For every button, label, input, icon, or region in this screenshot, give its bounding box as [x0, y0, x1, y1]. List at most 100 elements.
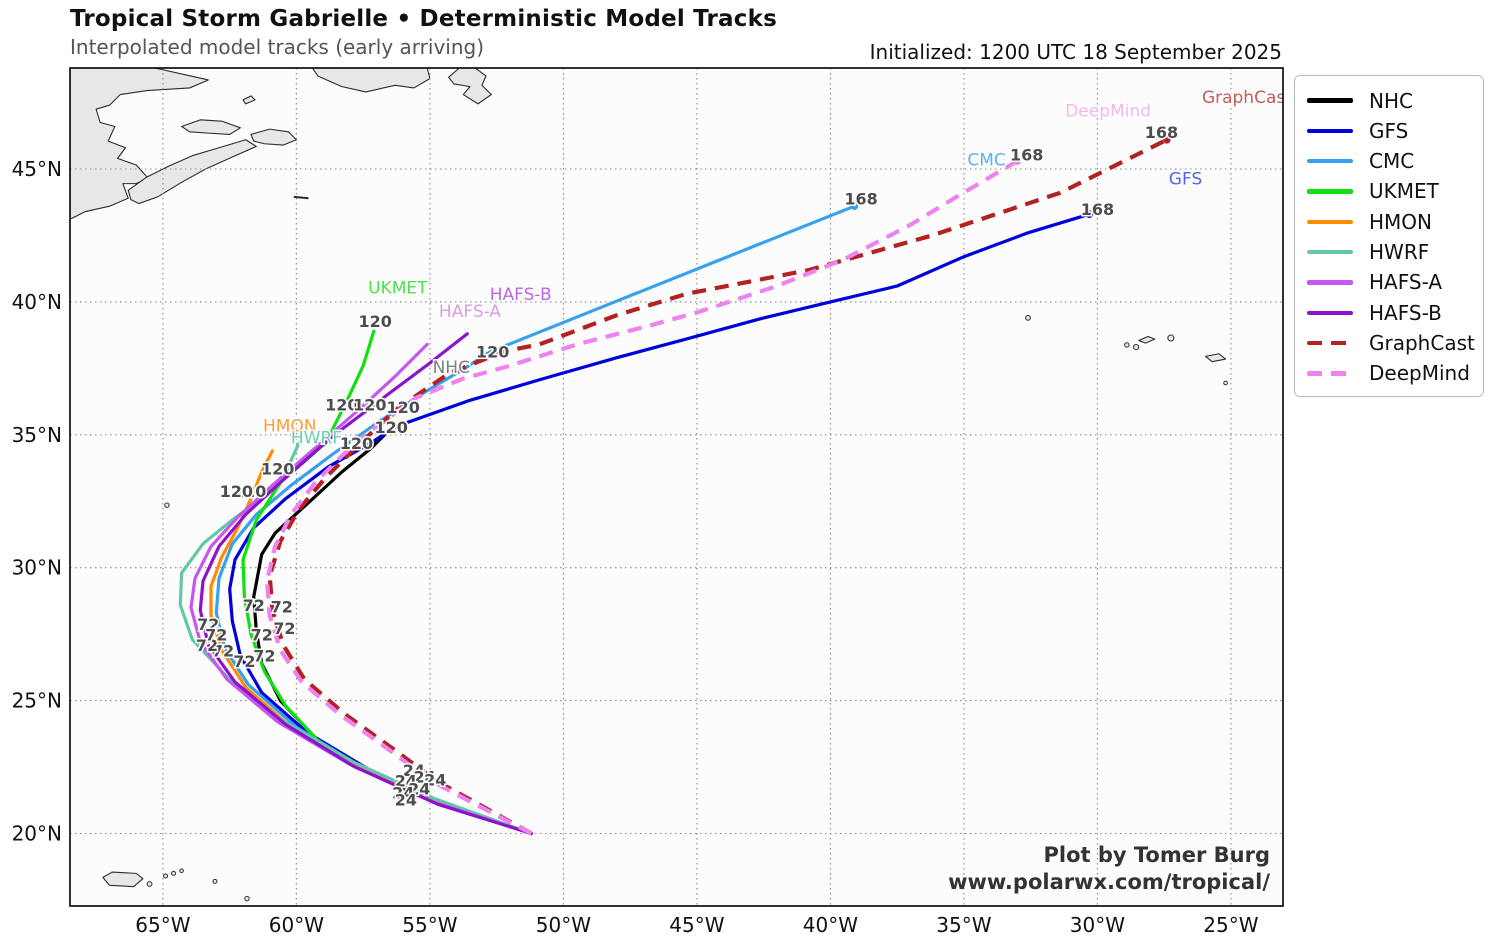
- hour-label-HWRF-120: 120: [220, 482, 253, 501]
- hour-label-GraphCast-168: 168: [1145, 123, 1178, 142]
- legend-item-graphcast: GraphCast: [1307, 329, 1477, 358]
- legend: NHC GFS CMC UKMET HMON HWRF HAFS-A HAFS-B GraphC…: [1294, 75, 1484, 397]
- hour-label-HMON-72: 72: [212, 641, 234, 660]
- land-azores-santa-maria: [1223, 380, 1228, 386]
- hour-label-GFS-120: 120: [374, 418, 407, 437]
- legend-label-graphcast: GraphCast: [1369, 331, 1475, 356]
- legend-label-hmon: HMON: [1369, 209, 1432, 234]
- legend-swatch-hafs-a: [1307, 280, 1353, 285]
- legend-label-cmc: CMC: [1369, 149, 1415, 174]
- model-label-CMC: CMC: [967, 151, 1005, 171]
- y-tick-label: 20°N: [12, 822, 62, 846]
- legend-swatch-hmon: [1307, 219, 1353, 225]
- land-azores-sao-jorge: [1138, 335, 1156, 344]
- land-st-martin: [212, 878, 218, 884]
- hour-label-CMC-24: 24: [395, 772, 417, 791]
- hour-label-HAFS-B-120: 120: [353, 396, 386, 415]
- hour-label-CMC-168: 168: [844, 190, 877, 209]
- x-tick-label: 65°W: [135, 913, 190, 937]
- land-anguilla: [179, 868, 184, 874]
- track-endpoint-GraphCast: [1163, 135, 1171, 144]
- credit-url: www.polarwx.com/tropical/: [948, 870, 1270, 894]
- legend-swatch-gfs: [1307, 128, 1353, 134]
- x-tick-label: 50°W: [536, 913, 591, 937]
- hour-label-UKMET-72: 72: [243, 596, 265, 615]
- track-DeepMind: [264, 159, 1019, 836]
- land-azores-faial: [1124, 342, 1130, 348]
- land-virgin-islands-2: [163, 873, 169, 879]
- model-label-GraphCast: GraphCast: [1202, 88, 1292, 108]
- model-label-HAFS-A: HAFS-A: [439, 302, 501, 322]
- x-tick-label: 40°W: [803, 913, 858, 937]
- model-label-HMON: HMON: [263, 417, 317, 437]
- hour-label-DeepMind-72: 72: [253, 647, 275, 666]
- hour-label-HWRF-24: 24: [392, 784, 414, 803]
- land-azores-terceira: [1167, 334, 1175, 342]
- land-magdalen-islands: [242, 95, 256, 105]
- land-guadeloupe: [244, 895, 250, 902]
- land-bermuda: [164, 502, 170, 508]
- legend-item-hafs-a: HAFS-A: [1307, 268, 1477, 297]
- legend-item-ukmet: UKMET: [1307, 177, 1477, 206]
- legend-item-nhc: NHC: [1307, 86, 1477, 115]
- model-label-GFS: GFS: [1169, 169, 1202, 189]
- hour-label-CMC-120: 120: [233, 482, 266, 501]
- track-endpoint-GFS: [1085, 210, 1094, 218]
- land-cape-breton: [250, 128, 297, 146]
- hour-label-DeepMind-120: 120: [387, 398, 420, 417]
- legend-swatch-deepmind: [1307, 371, 1353, 376]
- hour-label-HAFS-A-24: 24: [395, 790, 417, 809]
- land-azores-pico: [1133, 343, 1140, 351]
- hour-label-UKMET-24: 24: [424, 770, 446, 789]
- y-tick-label: 45°N: [12, 157, 62, 181]
- legend-item-hmon: HMON: [1307, 207, 1477, 236]
- header: Tropical Storm Gabrielle • Deterministic…: [70, 6, 777, 59]
- hour-label-DeepMind-168: 168: [1010, 146, 1043, 165]
- land-virgin-islands-1: [146, 881, 153, 887]
- x-tick-label: 25°W: [1203, 913, 1258, 937]
- hour-label-HMON-120: 120: [261, 459, 294, 478]
- legend-swatch-cmc: [1307, 158, 1353, 164]
- legend-item-deepmind: DeepMind: [1307, 359, 1477, 388]
- plot-border: [69, 67, 1284, 907]
- land-newfoundland-avalon: [448, 68, 492, 105]
- x-tick-label: 30°W: [1070, 913, 1125, 937]
- track-HAFS-B: [198, 332, 534, 836]
- legend-label-deepmind: DeepMind: [1369, 361, 1470, 386]
- land-mainland-canada-maine: [70, 68, 209, 220]
- legend-swatch-hwrf: [1307, 249, 1353, 255]
- hour-label-NHC-72: 72: [271, 598, 293, 617]
- hour-label-GFS-72: 72: [251, 625, 273, 644]
- legend-label-hafs-a: HAFS-A: [1369, 270, 1443, 295]
- hour-label-HAFS-A-72: 72: [197, 615, 219, 634]
- model-label-UKMET: UKMET: [368, 278, 428, 298]
- legend-label-ukmet: UKMET: [1369, 179, 1439, 204]
- track-endpoint-DeepMind: [1013, 157, 1022, 165]
- hour-label-HAFS-B-72: 72: [205, 625, 227, 644]
- hour-label-GraphCast-72: 72: [273, 619, 295, 638]
- legend-label-hafs-b: HAFS-B: [1369, 300, 1442, 325]
- page-title: Tropical Storm Gabrielle • Deterministic…: [70, 6, 777, 32]
- track-GraphCast: [267, 137, 1168, 836]
- legend-item-gfs: GFS: [1307, 116, 1477, 145]
- y-tick-label: 25°N: [12, 689, 62, 713]
- hour-label-GraphCast-120: 120: [476, 342, 509, 361]
- page-subtitle: Interpolated model tracks (early arrivin…: [70, 35, 485, 59]
- hour-label-HMON-24: 24: [408, 780, 430, 799]
- hour-label-HAFS-A-120: 120: [325, 396, 358, 415]
- x-tick-label: 60°W: [269, 913, 324, 937]
- legend-label-gfs: GFS: [1369, 118, 1409, 143]
- x-tick-label: 45°W: [669, 913, 724, 937]
- hour-label-NHC-120: 120: [340, 434, 373, 453]
- legend-label-nhc: NHC: [1369, 88, 1413, 113]
- y-tick-label: 40°N: [12, 290, 62, 314]
- legend-swatch-ukmet: [1307, 189, 1353, 194]
- model-label-HWRF: HWRF: [291, 428, 342, 448]
- track-HMON: [209, 449, 534, 836]
- land-nova-scotia: [127, 139, 257, 205]
- legend-swatch-hafs-b: [1307, 310, 1353, 316]
- initialized-timestamp: Initialized: 1200 UTC 18 September 2025: [869, 40, 1282, 64]
- land-azores-flores: [1025, 314, 1031, 321]
